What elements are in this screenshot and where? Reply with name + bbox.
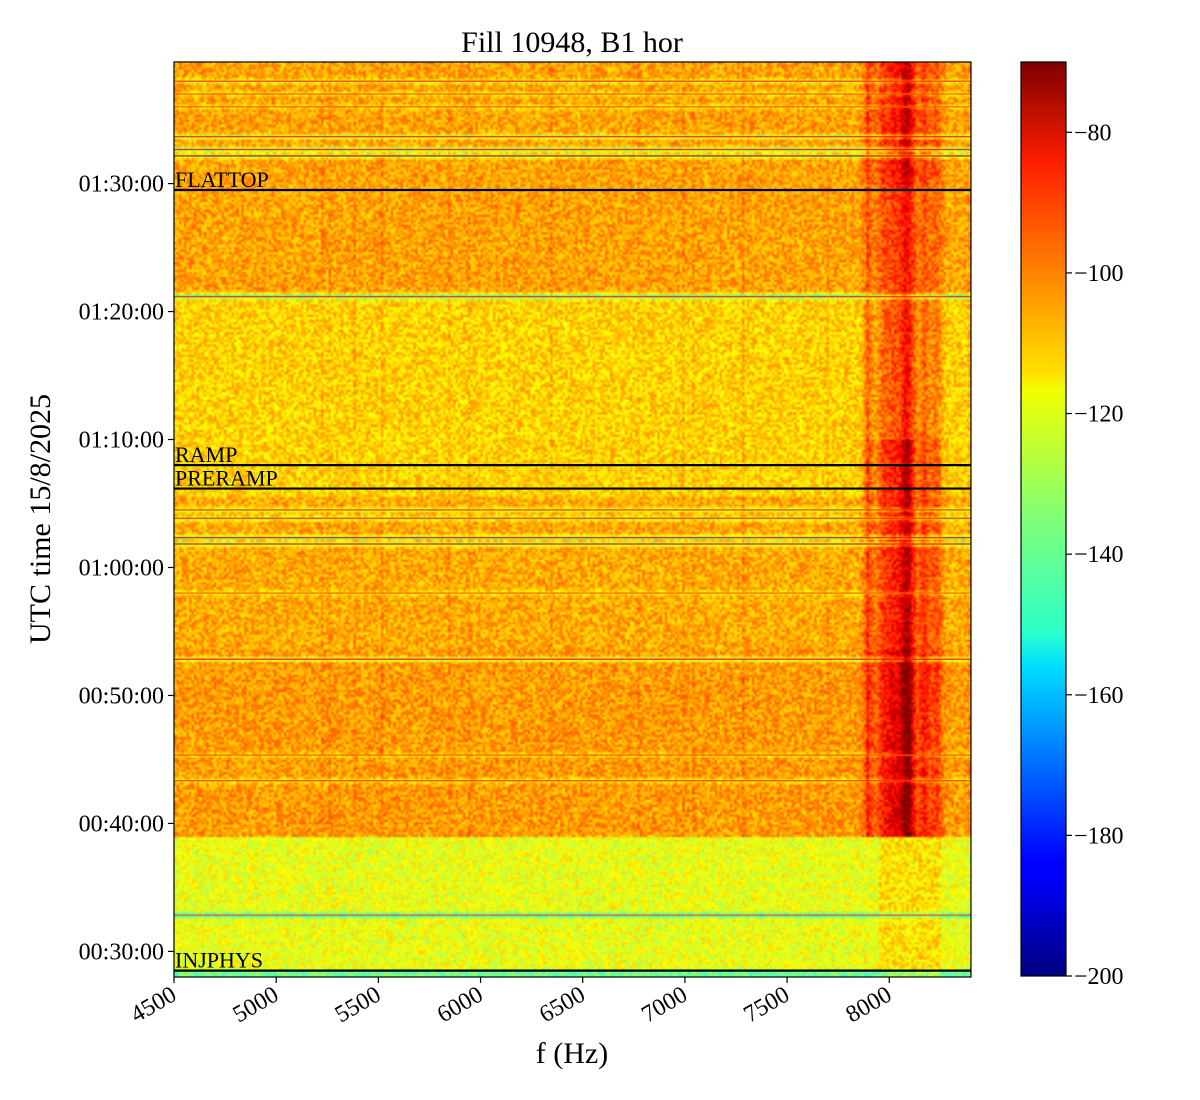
- phase-label: FLATTOP: [175, 167, 269, 192]
- phase-label: RAMP: [175, 442, 237, 467]
- spectrogram-heatmap: [174, 62, 971, 977]
- x-tick-label: 6000: [433, 982, 488, 1029]
- colorbar-tick-label: −180: [1074, 823, 1124, 849]
- x-tick-label: 5500: [331, 982, 386, 1029]
- x-axis-label: f (Hz): [536, 1037, 608, 1070]
- colorbar-tick-label: −160: [1074, 683, 1124, 709]
- y-tick-label: 01:30:00: [79, 172, 164, 198]
- spectrogram-horizontal-bands: [174, 80, 971, 916]
- y-tick-label: 00:40:00: [79, 811, 164, 837]
- colorbar-ticks: −80 −100 −120 −140 −160 −180 −200: [1066, 120, 1124, 990]
- y-tick-label: 01:00:00: [79, 555, 164, 581]
- x-tick-label: 7000: [637, 982, 692, 1029]
- colorbar-tick-label: −200: [1074, 964, 1124, 990]
- x-tick-label: 6500: [535, 982, 590, 1029]
- x-tick-label: 4500: [126, 982, 181, 1029]
- colorbar-gradient: [1020, 61, 1067, 977]
- y-tick-label: 00:50:00: [79, 683, 164, 709]
- y-axis-label: UTC time 15/8/2025: [24, 394, 57, 644]
- colorbar-tick-label: −80: [1074, 120, 1112, 146]
- phase-label: INJPHYS: [175, 948, 263, 973]
- phase-label: PRERAMP: [175, 466, 278, 491]
- y-axis: 00:30:00 00:40:00 00:50:00 01:00:00 01:10:00…: [79, 172, 174, 965]
- y-tick-label: 01:20:00: [79, 300, 164, 326]
- x-tick-label: 8000: [842, 982, 897, 1029]
- y-tick-label: 01:10:00: [79, 428, 164, 454]
- colorbar-tick-label: −120: [1074, 402, 1124, 428]
- x-axis: 4500 5000 5500 6000 6500 7000 7500 8000: [126, 977, 896, 1028]
- plot-frame: [173, 61, 972, 978]
- y-tick-label: 00:30:00: [79, 939, 164, 965]
- chart-title: Fill 10948, B1 hor: [461, 26, 683, 59]
- colorbar-tick-label: −100: [1074, 261, 1124, 287]
- x-tick-label: 7500: [740, 982, 795, 1029]
- x-tick-label: 5000: [229, 982, 284, 1029]
- colorbar: −80 −100 −120 −140 −160 −180 −200: [1020, 61, 1124, 990]
- colorbar-tick-label: −140: [1074, 542, 1124, 568]
